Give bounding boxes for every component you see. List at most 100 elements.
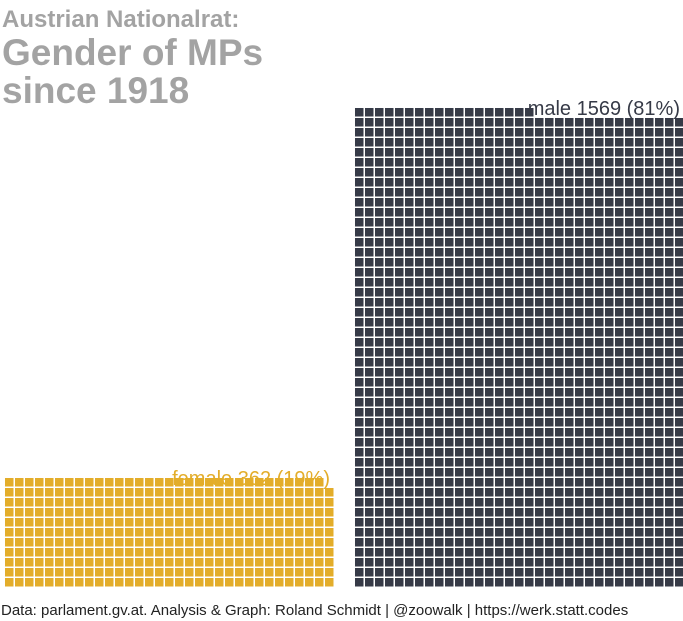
waffle-tile-male (435, 358, 444, 367)
waffle-tile-female (155, 508, 164, 517)
waffle-tile-female (245, 548, 254, 557)
waffle-tile-male (485, 308, 494, 317)
waffle-tile-male (535, 238, 544, 247)
waffle-tile-male (385, 518, 394, 527)
waffle-tile-male (575, 118, 584, 127)
waffle-tile-male (485, 318, 494, 327)
waffle-tile-male (665, 288, 674, 297)
waffle-tile-male (385, 388, 394, 397)
waffle-tile-male (585, 188, 594, 197)
waffle-tile-male (625, 178, 634, 187)
waffle-tile-male (495, 218, 504, 227)
waffle-tile-male (605, 498, 614, 507)
waffle-tile-female (45, 478, 54, 487)
waffle-tile-female (75, 518, 84, 527)
waffle-tile-male (675, 268, 683, 277)
waffle-tile-male (445, 328, 454, 337)
waffle-tile-female (35, 548, 44, 557)
waffle-tile-male (575, 528, 584, 537)
waffle-tile-male (555, 418, 564, 427)
waffle-tile-male (665, 148, 674, 157)
waffle-tile-male (675, 348, 683, 357)
waffle-tile-male (445, 258, 454, 267)
waffle-tile-male (485, 518, 494, 527)
waffle-tile-female (135, 548, 144, 557)
waffle-tile-female (185, 518, 194, 527)
waffle-tile-male (545, 138, 554, 147)
waffle-tile-male (635, 208, 644, 217)
waffle-tile-male (435, 238, 444, 247)
waffle-tile-male (395, 128, 404, 137)
waffle-tile-male (665, 408, 674, 417)
waffle-tile-male (565, 518, 574, 527)
waffle-tile-male (495, 498, 504, 507)
waffle-tile-female (305, 508, 314, 517)
waffle-tile-male (465, 408, 474, 417)
waffle-tile-male (585, 128, 594, 137)
waffle-tile-male (455, 258, 464, 267)
waffle-tile-male (665, 488, 674, 497)
waffle-tile-male (675, 278, 683, 287)
waffle-tile-male (655, 138, 664, 147)
waffle-tile-male (355, 468, 364, 477)
waffle-tile-male (435, 178, 444, 187)
waffle-tile-female (215, 578, 224, 587)
waffle-tile-male (365, 188, 374, 197)
waffle-tile-male (615, 318, 624, 327)
waffle-tile-male (425, 418, 434, 427)
waffle-tile-male (445, 288, 454, 297)
waffle-tile-male (665, 528, 674, 537)
waffle-tile-male (485, 558, 494, 567)
waffle-tile-male (525, 418, 534, 427)
waffle-tile-male (555, 508, 564, 517)
waffle-tile-male (535, 118, 544, 127)
waffle-tile-male (505, 338, 514, 347)
waffle-tile-male (665, 268, 674, 277)
waffle-tile-female (85, 578, 94, 587)
waffle-tile-female (85, 538, 94, 547)
waffle-tile-male (625, 138, 634, 147)
waffle-tile-male (595, 148, 604, 157)
waffle-tile-male (515, 458, 524, 467)
waffle-tile-male (625, 238, 634, 247)
waffle-tile-male (425, 398, 434, 407)
waffle-tile-male (405, 158, 414, 167)
waffle-tile-male (655, 198, 664, 207)
waffle-tile-male (525, 158, 534, 167)
waffle-tile-male (615, 368, 624, 377)
waffle-tile-male (445, 428, 454, 437)
waffle-tile-male (365, 508, 374, 517)
waffle-tile-male (485, 398, 494, 407)
waffle-tile-male (455, 338, 464, 347)
waffle-tile-male (455, 138, 464, 147)
waffle-tile-male (635, 328, 644, 337)
waffle-tile-female (85, 548, 94, 557)
waffle-tile-female (225, 538, 234, 547)
waffle-tile-male (585, 178, 594, 187)
waffle-tile-female (165, 488, 174, 497)
waffle-tile-male (455, 328, 464, 337)
waffle-tile-male (445, 548, 454, 557)
waffle-tile-male (585, 348, 594, 357)
waffle-tile-male (645, 388, 654, 397)
waffle-tile-male (435, 408, 444, 417)
waffle-tile-male (605, 488, 614, 497)
waffle-tile-male (535, 328, 544, 337)
waffle-tile-female (15, 528, 24, 537)
waffle-tile-male (545, 178, 554, 187)
waffle-tile-male (605, 398, 614, 407)
waffle-tile-male (515, 538, 524, 547)
waffle-tile-female (205, 538, 214, 547)
waffle-tile-female (65, 538, 74, 547)
waffle-tile-male (555, 368, 564, 377)
waffle-tile-male (665, 458, 674, 467)
waffle-tile-male (665, 118, 674, 127)
waffle-tile-female (315, 518, 324, 527)
waffle-tile-female (245, 528, 254, 537)
waffle-tile-female (175, 528, 184, 537)
waffle-tile-male (635, 528, 644, 537)
waffle-tile-female (125, 538, 134, 547)
waffle-tile-male (565, 458, 574, 467)
waffle-tile-female (165, 518, 174, 527)
waffle-tile-male (525, 358, 534, 367)
